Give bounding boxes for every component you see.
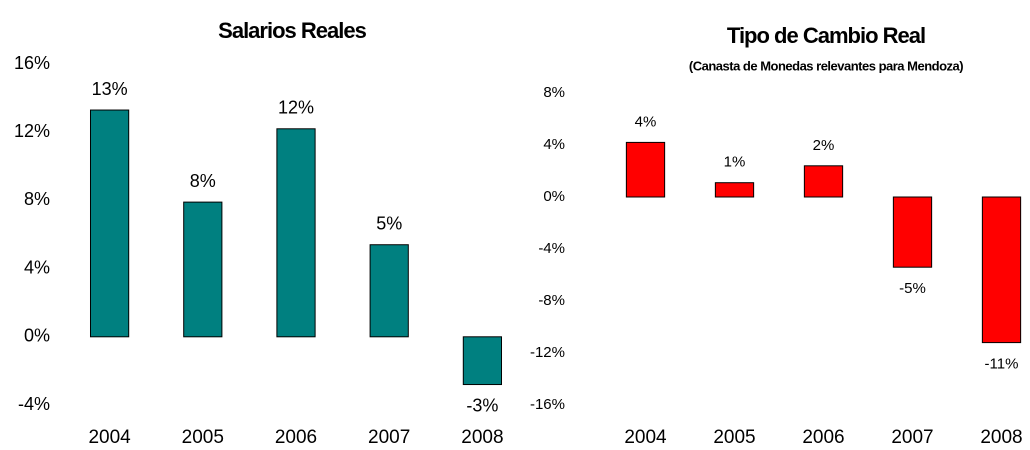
- x-tick-label: 2005: [713, 427, 755, 448]
- data-label: 8%: [190, 171, 216, 191]
- y-tick-label: 16%: [14, 53, 50, 73]
- data-label: 5%: [376, 213, 402, 233]
- x-tick-label: 2008: [461, 427, 503, 448]
- data-label: -3%: [466, 395, 498, 415]
- data-label: 1%: [724, 154, 746, 171]
- y-tick-label: 0%: [24, 326, 50, 346]
- bar: [892, 196, 933, 268]
- data-label: 13%: [92, 79, 128, 99]
- bar: [89, 109, 130, 338]
- x-tick-label: 2008: [980, 427, 1022, 448]
- x-tick-label: 2005: [182, 427, 224, 448]
- x-tick-label: 2004: [624, 427, 667, 448]
- x-tick-label: 2006: [275, 427, 317, 448]
- bar: [625, 141, 666, 198]
- data-label: 2%: [813, 137, 835, 154]
- chart-subtitle: (Canasta de Monedas relevantes para Mend…: [689, 58, 963, 73]
- y-tick-label: 8%: [24, 189, 50, 209]
- bar: [981, 196, 1022, 344]
- y-tick-label: -4%: [18, 394, 50, 414]
- chart-title: Salarios Reales: [218, 18, 366, 43]
- data-label: 4%: [635, 113, 657, 130]
- y-tick-label: -8%: [538, 292, 565, 309]
- x-tick-label: 2006: [802, 427, 844, 448]
- y-tick-label: 8%: [543, 84, 565, 101]
- y-tick-label: -12%: [530, 344, 565, 361]
- y-tick-label: -16%: [530, 396, 565, 413]
- x-tick-label: 2007: [891, 427, 933, 448]
- y-tick-label: -4%: [538, 240, 565, 257]
- x-tick-label: 2004: [88, 427, 131, 448]
- chart-title: Tipo de Cambio Real: [727, 23, 925, 48]
- bar: [369, 244, 409, 338]
- x-tick-label: 2007: [368, 427, 410, 448]
- bar: [183, 201, 223, 338]
- y-tick-label: 4%: [543, 136, 565, 153]
- bar: [276, 128, 316, 338]
- data-label: -5%: [899, 280, 926, 297]
- data-label: -11%: [985, 356, 1019, 373]
- bar: [462, 336, 503, 386]
- y-tick-label: 0%: [543, 188, 565, 205]
- y-tick-label: 12%: [14, 121, 50, 141]
- data-label: 12%: [278, 98, 314, 118]
- y-tick-label: 4%: [24, 257, 50, 277]
- bar: [714, 182, 755, 198]
- bar: [803, 165, 844, 198]
